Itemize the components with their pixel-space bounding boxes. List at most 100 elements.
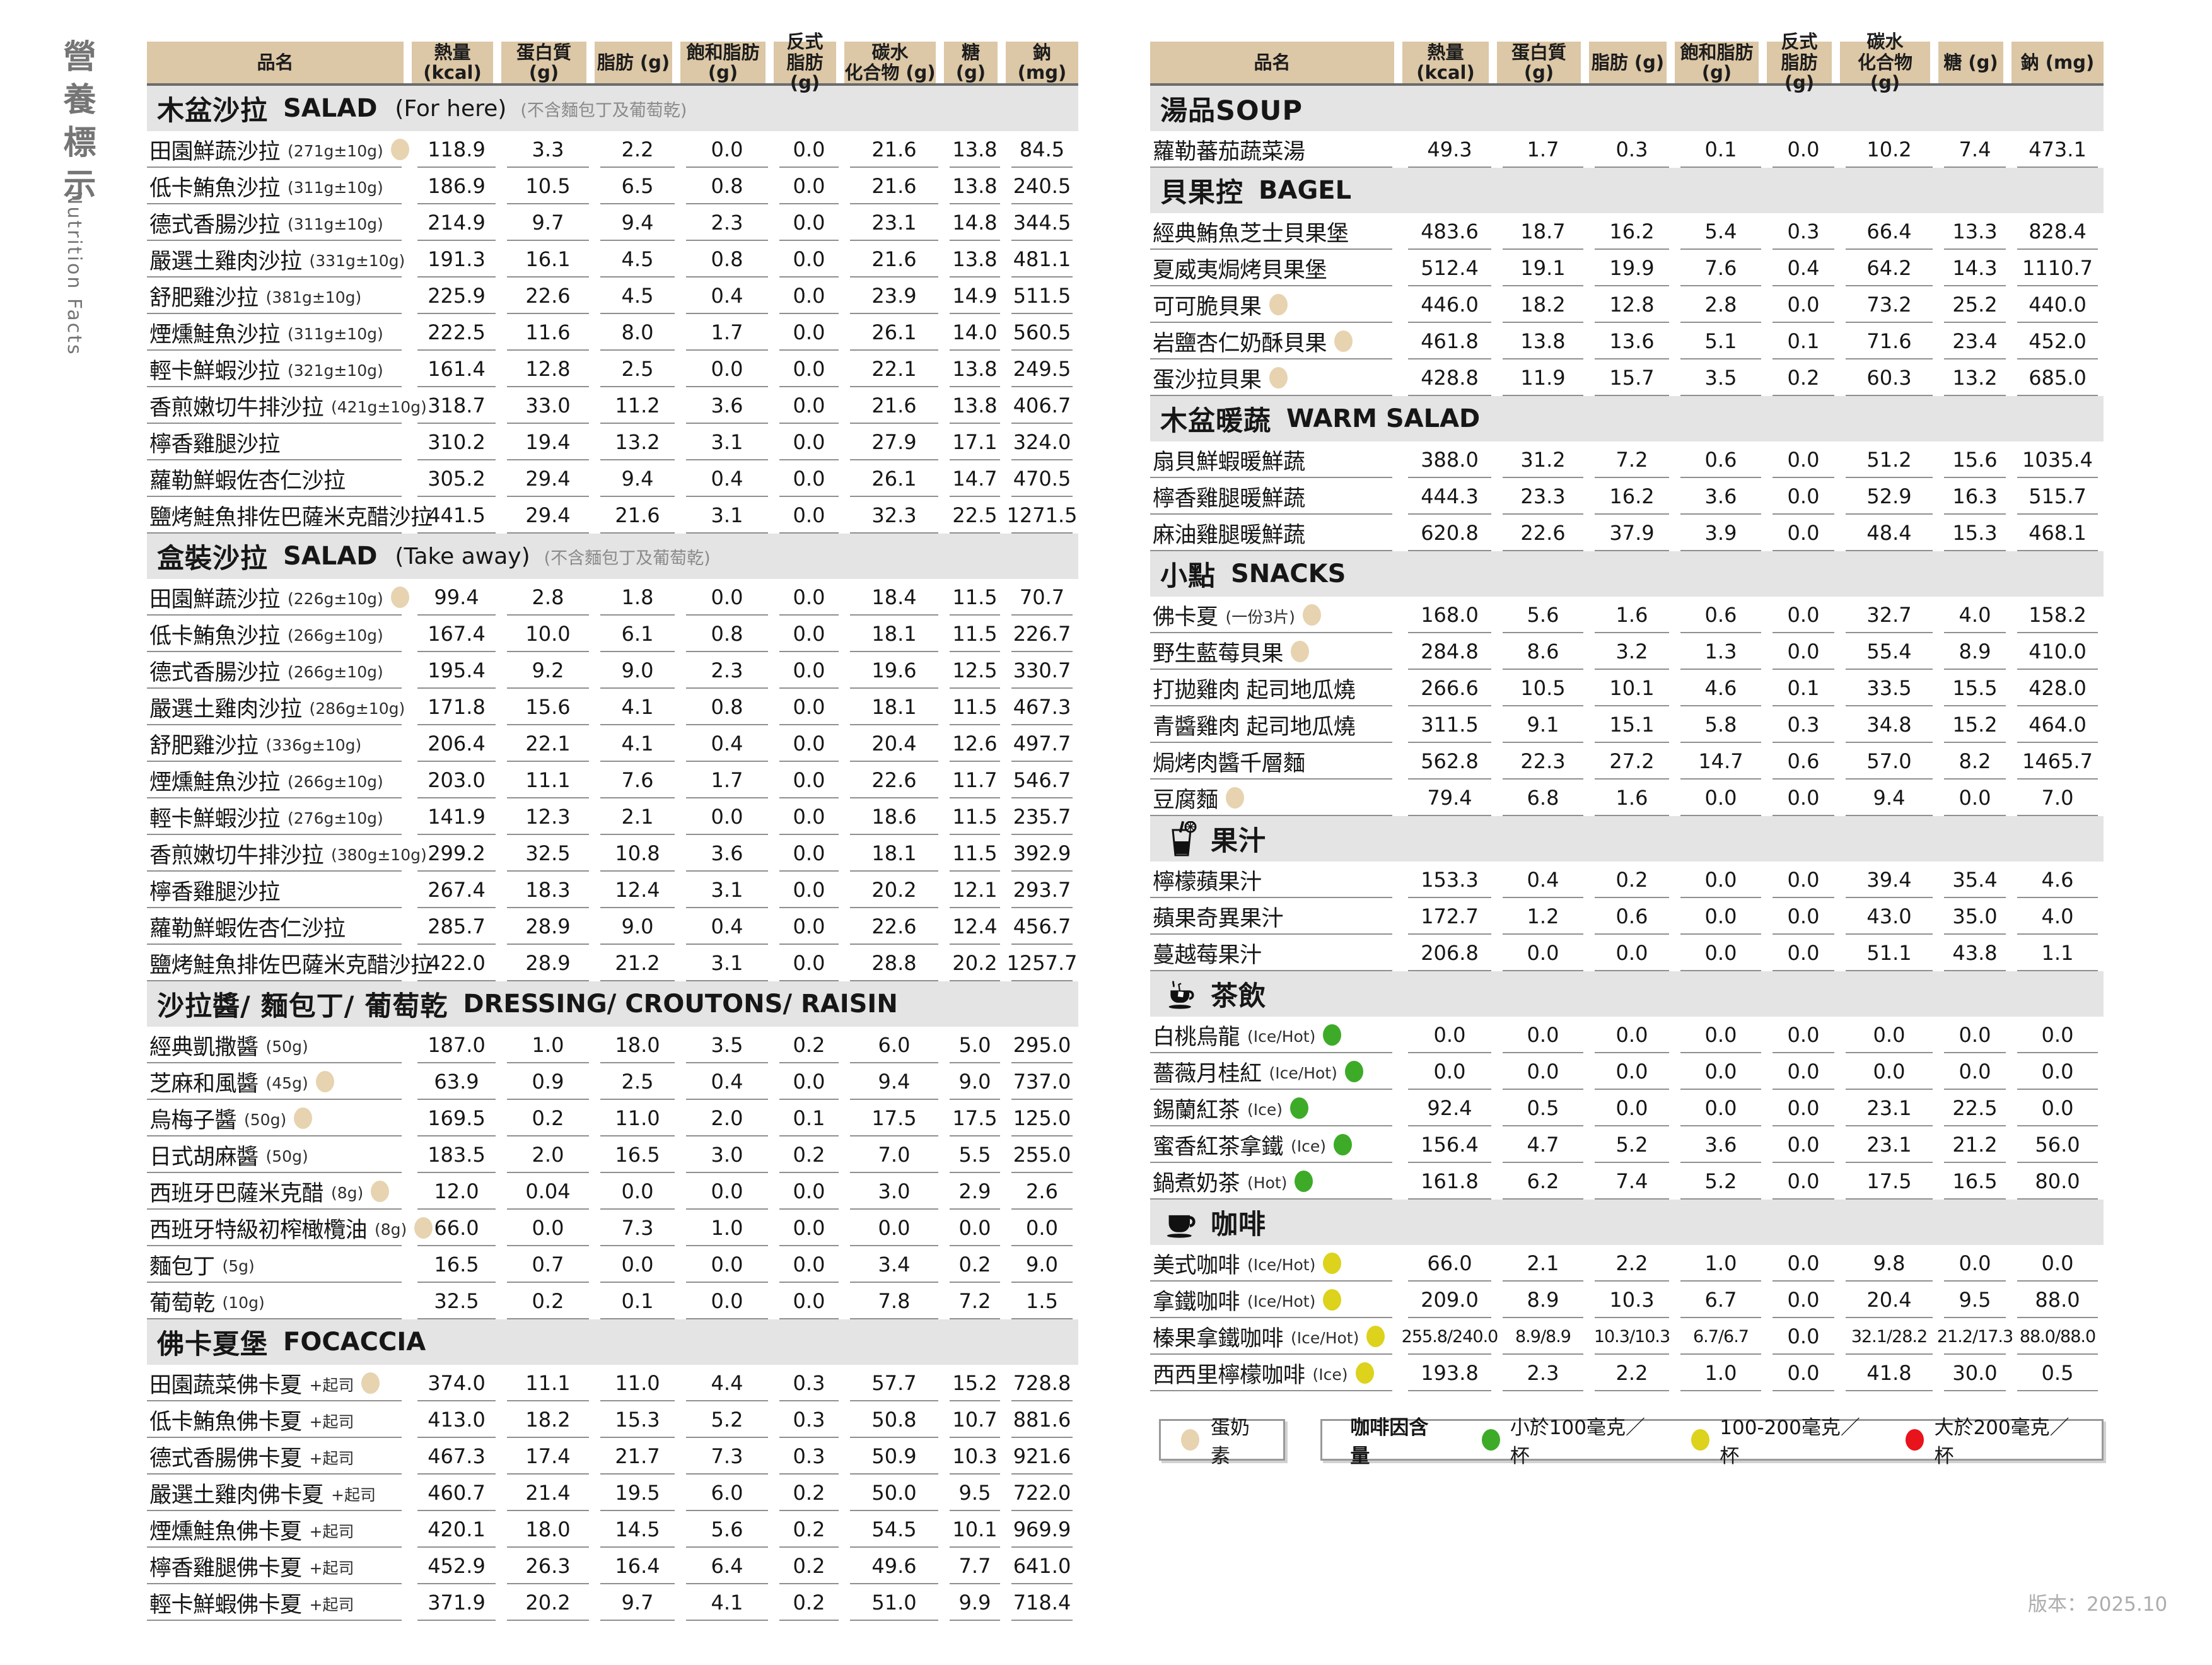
value-cell: 15.2 [1938,706,2011,743]
value-cell: 19.6 [844,652,944,689]
value-cell: 23.1 [1840,1090,1938,1126]
value-cell: 195.4 [412,652,501,689]
value-cell: 0.0 [1767,478,1840,515]
item-name: 西班牙巴薩米克醋 [149,1181,324,1206]
value-cell: 4.5 [595,241,680,278]
value-cell: 49.3 [1402,131,1497,168]
value-cell: 26.1 [844,460,944,497]
item-name: 德式香腸沙拉 [149,660,281,686]
value-cell: 0.0 [680,579,774,616]
value-cell: 0.1 [1767,670,1840,706]
value-cell: 921.6 [1006,1438,1078,1475]
value-cell: 168.0 [1402,597,1497,633]
value-cell: 299.2 [412,835,501,872]
section-title: 湯品SOUP [1160,95,1303,127]
value-cell: 54.5 [844,1511,944,1548]
veg-dot [1225,787,1244,809]
section-title: 小點 [1160,561,1216,592]
value-cell: 3.1 [680,945,774,981]
item-note: (286g±10g) [309,699,405,718]
column-header: 品名 [147,42,404,83]
table-row: 美式咖啡 (Ice/Hot) 66.0 2.1 2.2 1.0 0.0 9.8 0.0 0.0 [1150,1245,2104,1282]
item-note: (226g±10g) [288,589,383,608]
item-note: (一份3片) [1225,608,1295,626]
value-cell: 21.6 [844,131,944,168]
table-row: 輕卡鮮蝦沙拉 (276g±10g) 141.9 12.3 2.1 0.0 0.0 18.6 11… [147,798,1078,835]
value-cell: 9.0 [944,1063,1006,1100]
item-name-cell: 香煎嫩切牛排沙拉 (380g±10g) [147,835,427,872]
value-cell: 11.5 [944,835,1006,872]
column-header: 品名 [1150,42,1394,83]
value-cell: 15.6 [501,689,595,725]
tea-icon [1164,975,1199,1013]
table-row: 輕卡鮮蝦沙拉 (321g±10g) 161.4 12.8 2.5 0.0 0.0 22.1 13… [147,351,1078,387]
value-cell: 191.3 [412,241,501,278]
value-cell: 464.0 [2011,706,2104,743]
value-cell: 6.8 [1497,780,1589,816]
value-cell: 0.0 [1767,862,1840,898]
value-cell: 11.0 [595,1100,680,1136]
column-header: 碳水 化合物 (g) [844,41,936,83]
value-cell: 17.1 [944,424,1006,460]
value-cell: 8.0 [595,314,680,351]
item-name: 嚴選土雞肉沙拉 [149,248,302,274]
value-cell: 0.0 [1767,1355,1840,1391]
item-name-cell: 德式香腸沙拉 (311g±10g) [147,204,412,241]
value-cell: 0.9 [501,1063,595,1100]
table-row: 檸香雞腿沙拉 267.4 18.3 12.4 3.1 0.0 20.2 12.1 293.7 [147,872,1078,908]
item-name: 煙燻鮭魚佛卡夏 [149,1519,302,1545]
table-row: 拿鐵咖啡 (Ice/Hot) 209.0 8.9 10.3 6.7 0.0 20.4 9.5 88… [1150,1282,2104,1318]
item-name-cell: 香煎嫩切牛排沙拉 (421g±10g) [147,387,427,424]
column-header: 脂肪 (g) [595,42,672,83]
value-cell: 16.2 [1589,478,1675,515]
value-cell: 0.0 [774,945,844,981]
value-cell: 12.0 [412,1173,501,1210]
value-cell: 8.9 [1497,1282,1589,1318]
veg-dot [1302,604,1321,626]
item-name-cell: 美式咖啡 (Ice/Hot) [1150,1245,1402,1282]
item-name-cell: 可可脆貝果 [1150,286,1402,323]
value-cell: 515.7 [2011,478,2104,515]
value-cell: 37.9 [1589,515,1675,551]
value-cell: 4.0 [1938,597,2011,633]
table-row: 經典鮪魚芝士貝果堡 483.6 18.7 16.2 5.4 0.3 66.4 13.3 828.… [1150,213,2104,250]
value-cell: 15.7 [1589,359,1675,396]
value-cell: 0.5 [1497,1090,1589,1126]
value-cell: 0.0 [1767,515,1840,551]
value-cell: 1.7 [1497,131,1589,168]
item-name-cell: 蜜香紅茶拿鐵 (Ice) [1150,1126,1402,1163]
value-cell: 153.3 [1402,862,1497,898]
item-name: 嚴選土雞肉佛卡夏 [149,1482,324,1508]
item-name-cell: 夏威夷焗烤貝果堡 [1150,250,1402,286]
veg-dot [1334,330,1353,352]
value-cell: 2.1 [595,798,680,835]
value-cell: 27.9 [844,424,944,460]
value-cell: 0.0 [2011,1053,2104,1090]
value-cell: 27.2 [1589,743,1675,780]
table-row: 蘿勒蕃茄蔬菜湯 49.3 1.7 0.3 0.1 0.0 10.2 7.4 473.1 [1150,131,2104,168]
value-cell: 0.0 [1675,898,1767,935]
value-cell: 18.1 [844,835,944,872]
veg-dot [1269,367,1288,389]
value-cell: 1.6 [1589,780,1675,816]
value-cell: 48.4 [1840,515,1938,551]
value-cell: 0.0 [1589,1017,1675,1053]
value-cell: 20.2 [844,872,944,908]
value-cell: 413.0 [412,1401,501,1438]
table-row: 烏梅子醬 (50g) 169.5 0.2 11.0 2.0 0.1 17.5 17.5 125.0 [147,1100,1078,1136]
value-cell: 206.8 [1402,935,1497,971]
value-cell: 29.4 [501,497,595,534]
value-cell: 21.4 [501,1475,595,1511]
item-name: 輕卡鮮蝦沙拉 [149,806,281,832]
value-cell: 19.5 [595,1475,680,1511]
value-cell: 51.1 [1840,935,1938,971]
column-header: 蛋白質 (g) [1497,42,1581,83]
value-cell: 0.0 [774,351,844,387]
item-note: (336g±10g) [265,735,362,754]
value-cell: 26.1 [844,314,944,351]
value-cell: 71.6 [1840,323,1938,359]
item-name-cell: 低卡鮪魚沙拉 (266g±10g) [147,616,412,652]
value-cell: 2.5 [595,351,680,387]
section-title-english: DRESSING/ CROUTONS/ RAISIN [463,990,898,1019]
value-cell: 6.4 [680,1548,774,1584]
